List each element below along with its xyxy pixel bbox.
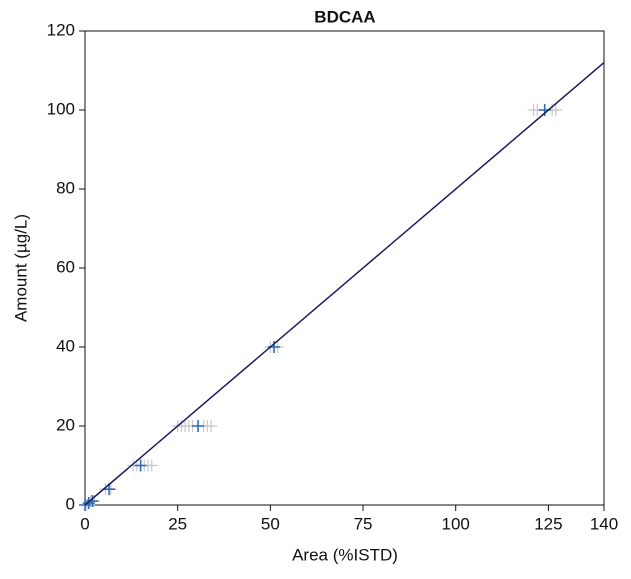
y-tick-label: 20 xyxy=(56,415,75,434)
fit-line xyxy=(84,62,605,506)
y-axis-label: Amount (µg/L) xyxy=(11,214,30,322)
y-tick-label: 40 xyxy=(56,336,75,355)
x-tick-label: 125 xyxy=(534,514,562,533)
x-tick-label: 100 xyxy=(442,514,470,533)
y-tick-label: 80 xyxy=(56,178,75,197)
plot-frame xyxy=(84,30,605,506)
x-tick-label: 140 xyxy=(590,514,618,533)
y-tick-label: 100 xyxy=(47,99,75,118)
x-tick-label: 50 xyxy=(261,514,280,533)
point xyxy=(86,495,99,508)
y-tick-label: 60 xyxy=(56,257,75,276)
y-tick-label: 0 xyxy=(66,494,75,513)
x-tick-label: 25 xyxy=(168,514,187,533)
point xyxy=(145,459,158,472)
point xyxy=(549,104,562,116)
y-tick-label: 120 xyxy=(47,20,75,39)
chart-title: BDCAA xyxy=(314,7,375,26)
x-tick-label: 0 xyxy=(80,514,89,533)
point xyxy=(134,459,147,472)
point xyxy=(205,420,218,432)
x-tick-label: 75 xyxy=(354,514,373,533)
x-axis-label: Area (%ISTD) xyxy=(292,545,398,564)
point xyxy=(192,420,205,432)
